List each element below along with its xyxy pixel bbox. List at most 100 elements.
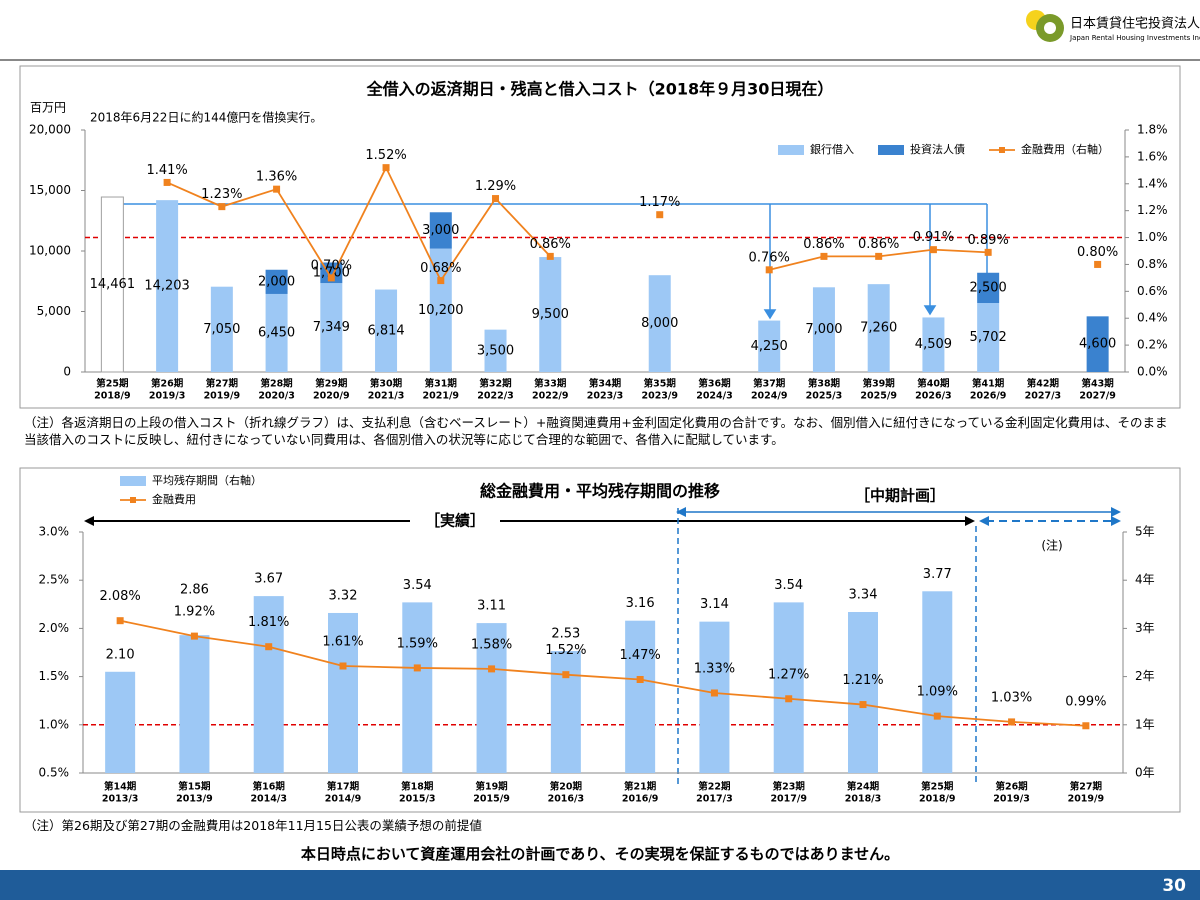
bar bbox=[265, 293, 288, 372]
chart-frame bbox=[19, 467, 1181, 813]
y2-tick-label: 3年 bbox=[1135, 621, 1155, 635]
x-tick-label: 2023/3 bbox=[587, 391, 624, 402]
legend-label: 金融費用 bbox=[152, 492, 196, 506]
x-tick-label: 第16期 bbox=[253, 781, 285, 793]
line-marker bbox=[710, 689, 718, 697]
line-label: 0.76% bbox=[749, 250, 790, 265]
line-marker bbox=[546, 252, 554, 260]
bar-label: 3.16 bbox=[626, 596, 655, 611]
line-label: 1.33% bbox=[694, 661, 735, 676]
y2-tick-label: 1.8% bbox=[1137, 123, 1168, 137]
company-name-en: Japan Rental Housing Investments Inc. bbox=[1069, 34, 1200, 42]
line-marker bbox=[765, 266, 773, 274]
bar-label: 3,500 bbox=[477, 343, 514, 358]
x-tick-label: 2024/9 bbox=[751, 391, 788, 402]
line-label: 1.92% bbox=[174, 605, 215, 620]
line-marker bbox=[656, 211, 664, 219]
x-tick-label: 2026/9 bbox=[970, 391, 1007, 402]
line-marker bbox=[984, 248, 992, 256]
bar-label: 7,000 bbox=[805, 322, 842, 337]
x-tick-label: 第30期 bbox=[370, 378, 402, 390]
y2-tick-label: 1.0% bbox=[1137, 230, 1168, 244]
disclaimer: 本日時点において資産運用会社の計画であり、その実現を保証するものではありません。 bbox=[300, 845, 900, 863]
line-marker bbox=[273, 185, 281, 193]
chart-title: 全借入の返済期日・残高と借入コスト（2018年９月30日現在） bbox=[366, 80, 834, 99]
x-tick-label: 2015/3 bbox=[399, 794, 436, 805]
chart-frame bbox=[19, 65, 1181, 409]
x-tick-label: 2014/3 bbox=[250, 794, 287, 805]
legend-label: 銀行借入 bbox=[810, 142, 854, 156]
line-marker bbox=[785, 695, 793, 703]
line-marker bbox=[562, 671, 570, 679]
line-label: 0.86% bbox=[858, 237, 899, 252]
line-marker bbox=[859, 701, 867, 709]
line-marker bbox=[339, 662, 347, 670]
bar-label: 7,349 bbox=[313, 320, 350, 335]
x-tick-label: 2014/9 bbox=[325, 794, 362, 805]
bar-label: 4,600 bbox=[1079, 337, 1116, 352]
y-axis-label: 百万円 bbox=[30, 101, 66, 115]
x-tick-label: 第23期 bbox=[773, 781, 805, 793]
line-label: 1.61% bbox=[322, 634, 363, 649]
line-marker bbox=[190, 632, 198, 640]
line-marker bbox=[820, 252, 828, 260]
line-label: 1.29% bbox=[475, 179, 516, 194]
page-number: 30 bbox=[1162, 876, 1186, 896]
x-tick-label: 第36期 bbox=[698, 378, 730, 390]
chart-title: 総金融費用・平均残存期間の推移 bbox=[480, 482, 720, 501]
line-label: 1.41% bbox=[146, 163, 187, 178]
bar bbox=[265, 269, 288, 294]
bar-label: 9,500 bbox=[532, 307, 569, 322]
bar-label: 3,000 bbox=[422, 223, 459, 238]
bar bbox=[812, 287, 835, 372]
x-tick-label: 第27期 bbox=[1070, 781, 1102, 793]
bar-label: 2,000 bbox=[258, 274, 295, 289]
x-tick-label: 2013/9 bbox=[176, 794, 213, 805]
bar bbox=[179, 635, 210, 773]
footnote: （注）各返済期日の上段の借入コスト（折れ線グラフ）は、支払利息（含むベースレート… bbox=[24, 415, 1168, 447]
annotation: ［中期計画］ bbox=[855, 487, 945, 505]
bar-label: 3.54 bbox=[403, 578, 432, 593]
x-tick-label: 2025/9 bbox=[860, 391, 897, 402]
period-arrows bbox=[84, 507, 1121, 785]
legend-swatch bbox=[878, 145, 904, 155]
line-label: 1.52% bbox=[545, 643, 586, 658]
x-tick-label: 第28期 bbox=[260, 378, 292, 390]
line-label: 1.59% bbox=[397, 636, 438, 651]
bar-label: 4,250 bbox=[751, 339, 788, 354]
bar bbox=[402, 602, 433, 773]
x-tick-label: 第25期 bbox=[921, 781, 953, 793]
x-tick-label: 2020/3 bbox=[258, 391, 295, 402]
x-tick-label: 2016/3 bbox=[548, 794, 585, 805]
line-marker bbox=[488, 665, 496, 673]
x-tick-label: 第20期 bbox=[550, 781, 582, 793]
x-tick-label: 2015/9 bbox=[473, 794, 510, 805]
bar-label: 6,450 bbox=[258, 325, 295, 340]
y2-tick-label: 0.0% bbox=[1137, 365, 1168, 379]
y2-tick-label: 1.2% bbox=[1137, 203, 1168, 217]
x-tick-label: 2021/3 bbox=[368, 391, 405, 402]
y2-tick-label: 1.4% bbox=[1137, 176, 1168, 190]
annotation: (注) bbox=[1041, 538, 1062, 553]
bar bbox=[429, 248, 452, 372]
bar bbox=[699, 621, 730, 773]
line-marker bbox=[382, 164, 390, 172]
legend-swatch bbox=[130, 497, 136, 503]
x-tick-label: 2022/9 bbox=[532, 391, 569, 402]
x-tick-label: 第40期 bbox=[917, 378, 949, 390]
bar bbox=[922, 317, 945, 372]
bar bbox=[476, 623, 507, 773]
x-tick-label: 2018/9 bbox=[94, 391, 131, 402]
footer-bar bbox=[0, 870, 1200, 900]
x-tick-label: 2018/9 bbox=[919, 794, 956, 805]
bar bbox=[105, 671, 136, 773]
x-tick-label: 2019/3 bbox=[993, 794, 1030, 805]
bar bbox=[648, 275, 671, 372]
y2-tick-label: 1年 bbox=[1135, 717, 1155, 731]
bar-label: 2.10 bbox=[106, 647, 135, 662]
legend-swatch bbox=[778, 145, 804, 155]
x-tick-label: 第26期 bbox=[995, 781, 1027, 793]
x-tick-label: 第37期 bbox=[753, 378, 785, 390]
